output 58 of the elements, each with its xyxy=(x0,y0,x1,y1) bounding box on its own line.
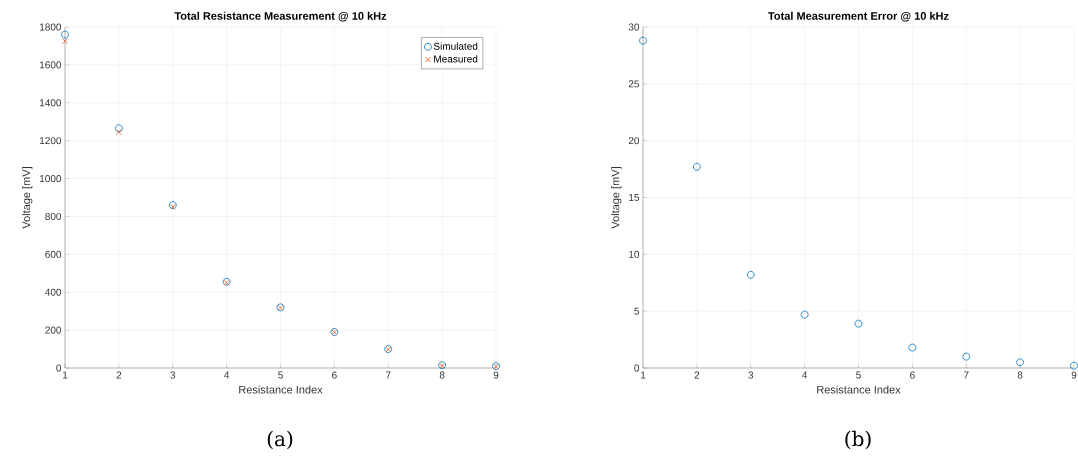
point xyxy=(692,162,701,171)
x-tick-label: 4 xyxy=(802,371,808,379)
point xyxy=(62,38,68,45)
x-tick-label: 8 xyxy=(439,371,445,379)
y-tick-label: 600 xyxy=(45,250,62,258)
y-tick-label: 200 xyxy=(45,326,62,334)
y-tick-label: 0 xyxy=(56,364,62,372)
x-tick-label: 7 xyxy=(963,371,969,379)
x-tick-label: 6 xyxy=(910,371,915,379)
x-tick-label: 6 xyxy=(332,371,337,379)
x-tick-label: 5 xyxy=(278,371,283,379)
x-tick-label: 1 xyxy=(62,371,68,379)
y-tick-label: 10 xyxy=(629,250,640,258)
point xyxy=(746,270,755,279)
point xyxy=(61,30,69,39)
x-tick-label: 3 xyxy=(170,371,176,379)
y-tick-label: 1200 xyxy=(40,137,62,145)
y-tick-label: 15 xyxy=(629,194,640,201)
x-tick-label: 5 xyxy=(856,371,861,379)
legend-label: Measured xyxy=(434,55,478,63)
y-tick-label: 30 xyxy=(628,23,640,31)
chart-title: Total Resistance Measurement @ 10 kHz xyxy=(174,11,387,22)
y-axis-title: Voltage [mV] xyxy=(611,167,622,229)
x-axis-title: Resistance Index xyxy=(239,385,323,394)
point xyxy=(116,129,122,136)
x-tick-label: 1 xyxy=(641,371,646,379)
y-tick-label: 0 xyxy=(634,364,640,372)
point xyxy=(854,319,863,328)
y-tick-label: 1000 xyxy=(40,175,62,183)
x-tick-label: 4 xyxy=(224,371,230,379)
x-tick-label: 9 xyxy=(493,371,499,379)
y-tick-label: 1400 xyxy=(40,99,62,107)
x-tick-label: 2 xyxy=(694,371,700,379)
point xyxy=(114,124,123,133)
y-tick-label: 25 xyxy=(628,80,640,88)
x-tick-label: 3 xyxy=(748,371,754,379)
point xyxy=(639,36,647,45)
point xyxy=(962,352,971,361)
chart-title: Total Measurement Error @ 10 kHz xyxy=(768,11,949,22)
text: (b) xyxy=(845,430,871,450)
point xyxy=(1070,361,1078,370)
y-axis-title: Voltage [mV] xyxy=(22,167,33,229)
point xyxy=(908,343,917,352)
point xyxy=(800,310,809,319)
x-tick-label: 7 xyxy=(385,371,391,379)
x-tick-label: 9 xyxy=(1071,371,1077,379)
y-tick-label: 20 xyxy=(628,137,640,145)
x-axis-title: Resistance Index xyxy=(817,385,901,394)
legend-label: Simulated xyxy=(433,42,478,50)
x-tick-label: 8 xyxy=(1017,371,1023,379)
text: (a) xyxy=(267,430,293,450)
y-tick-label: 1600 xyxy=(40,61,62,69)
y-tick-label: 1800 xyxy=(40,23,62,31)
point xyxy=(1016,358,1025,367)
y-tick-label: 800 xyxy=(45,212,62,220)
y-tick-label: 5 xyxy=(634,307,640,315)
y-tick-label: 400 xyxy=(45,288,62,296)
x-tick-label: 2 xyxy=(116,371,122,379)
